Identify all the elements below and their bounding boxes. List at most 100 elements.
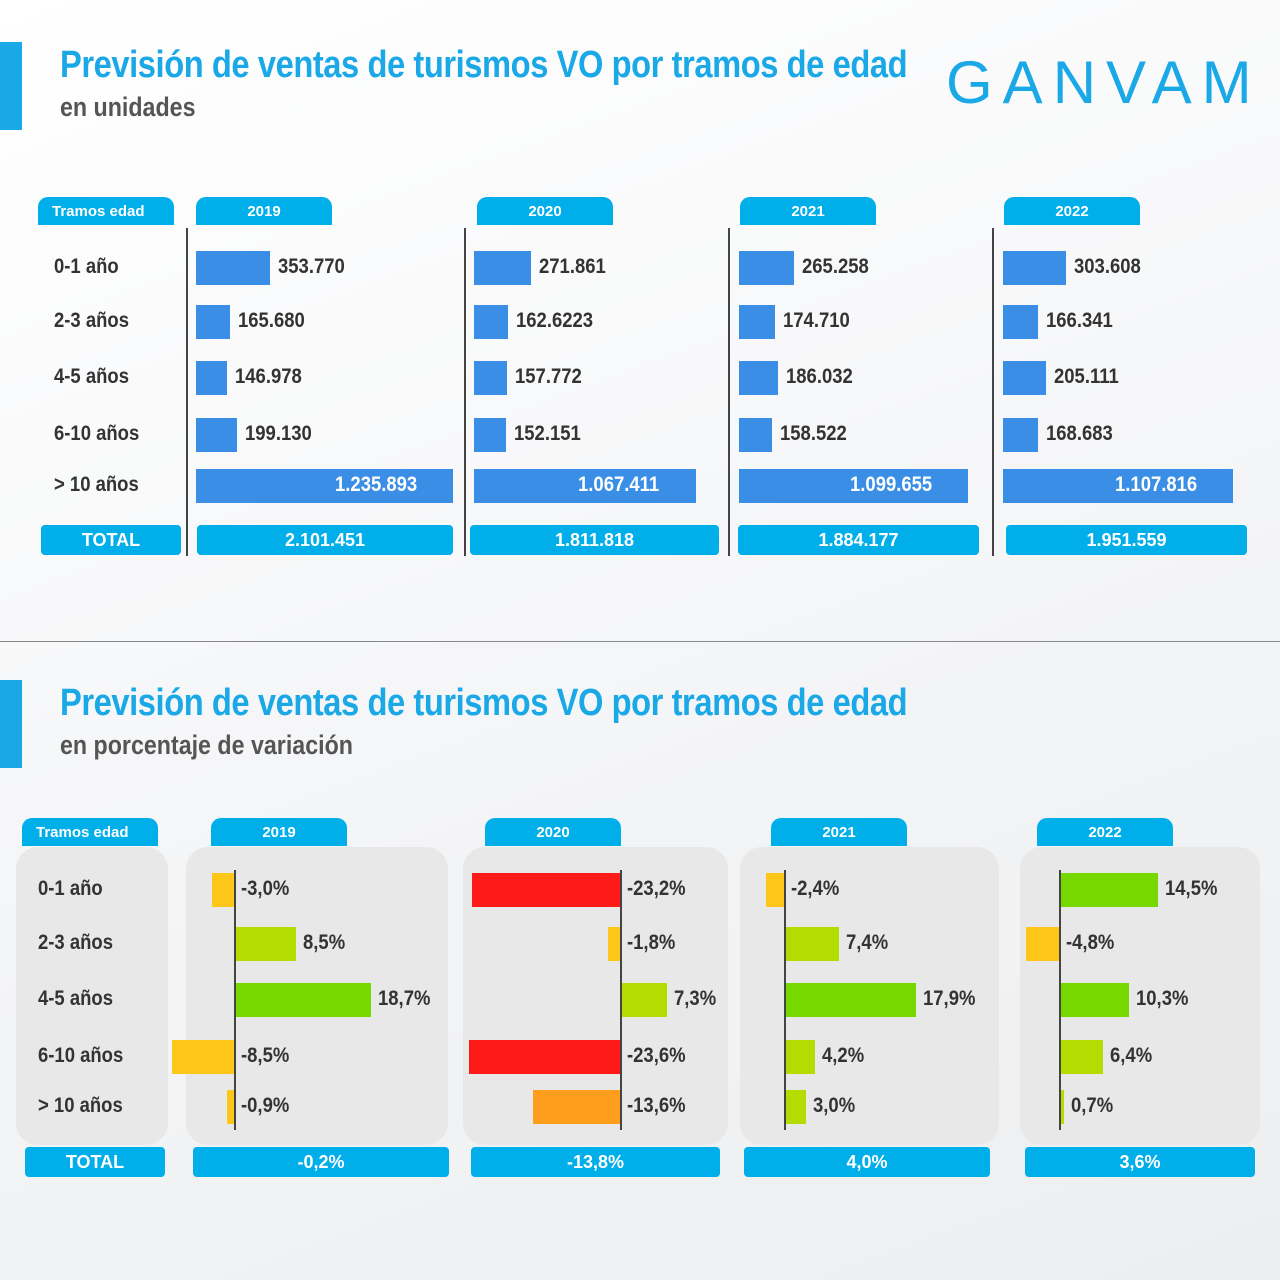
bar-2021-row-3 [739,418,772,452]
bar-2021-row-0 [766,873,784,907]
zero-axis-2019 [234,870,236,1130]
value-label: 3,0% [813,1094,856,1117]
value-label: 152.151 [513,422,581,445]
value-label: 271.861 [538,255,606,278]
value-label: 7,3% [673,987,716,1010]
bar-2021-row-2 [739,361,778,395]
value-label: 186.032 [785,365,853,388]
zero-axis-2022 [1059,870,1061,1130]
value-label: 165.680 [238,309,306,332]
value-label: 157.772 [514,365,582,388]
year-header-2019: 2019 [196,197,332,225]
column-divider [728,228,730,556]
bar-2022-row-0 [1059,873,1158,907]
bar-2021-row-4 [739,469,968,503]
bar-2019-row-1 [196,305,231,339]
labels-panel [16,847,168,1145]
bar-2020-row-3 [474,418,506,452]
bottom-title: Previsión de ventas de turismos VO por t… [60,682,908,724]
total-2022: 3,6% [1025,1147,1255,1177]
bar-2019-row-3 [171,1040,234,1074]
row-label: 0-1 año [38,877,103,900]
total-2020: 1.811.818 [470,525,719,555]
value-label: 1.107.816 [1115,473,1198,496]
year-header-2020: 2020 [477,197,613,225]
year-header-2022: 2022 [1004,197,1140,225]
top-title: Previsión de ventas de turismos VO por t… [60,44,908,86]
bottom-subtitle: en porcentaje de variación [60,730,353,760]
header-tramos-edad: Tramos edad [22,818,158,846]
year-header-2022: 2022 [1037,818,1173,846]
value-label: 1.099.655 [849,473,932,496]
bar-2020-row-4 [532,1090,620,1124]
value-label: -8,5% [241,1044,290,1067]
total-2020: -13,8% [471,1147,720,1177]
row-label: 4-5 años [54,365,129,388]
bar-2020-row-2 [474,361,507,395]
bar-2021-row-1 [784,927,839,961]
bar-2020-row-1 [474,305,508,339]
bar-2022-row-1 [1026,927,1059,961]
bar-2020-row-3 [468,1040,620,1074]
zero-axis-2021 [784,870,786,1130]
value-label: 10,3% [1136,987,1189,1010]
value-label: 14,5% [1164,877,1217,900]
value-label: 168.683 [1046,422,1113,445]
bar-2021-row-2 [784,983,917,1017]
bar-2022-row-2 [1059,983,1130,1017]
bar-2022-row-4 [1003,469,1234,503]
value-label: 162.6223 [515,309,593,332]
value-label: 4,2% [822,1044,865,1067]
bar-2021-row-4 [784,1090,807,1124]
year-header-2021: 2021 [771,818,907,846]
bar-2022-row-4 [1059,1090,1064,1124]
top-subtitle: en unidades [60,92,196,122]
bar-2020-row-0 [471,873,620,907]
value-label: -0,9% [241,1094,290,1117]
bar-2019-row-4 [196,469,453,503]
bar-2019-row-2 [196,361,227,395]
total-2019: 2.101.451 [197,525,453,555]
bar-2020-row-0 [474,251,531,285]
value-label: 353.770 [277,255,345,278]
value-label: 18,7% [378,987,431,1010]
total-2022: 1.951.559 [1006,525,1247,555]
bar-2022-row-1 [1003,305,1038,339]
ganvam-logo: GANVAM [946,49,1262,116]
column-divider [464,228,466,556]
bar-2022-row-3 [1059,1040,1103,1074]
value-label: -3,0% [241,877,290,900]
bar-2021-row-1 [739,305,776,339]
bar-2019-row-0 [196,251,270,285]
year-header-2021: 2021 [740,197,876,225]
row-label: 4-5 años [38,987,113,1010]
bar-2019-row-2 [234,983,372,1017]
bar-2022-row-2 [1003,361,1046,395]
value-label: 17,9% [923,987,976,1010]
value-label: 6,4% [1109,1044,1152,1067]
value-label: -13,6% [627,1094,686,1117]
total-label: TOTAL [25,1147,165,1177]
value-label: -23,2% [627,877,686,900]
value-label: 0,7% [1071,1094,1114,1117]
value-label: 146.978 [234,365,302,388]
value-label: 1.235.893 [335,473,418,496]
value-label: 8,5% [303,931,346,954]
header-tramos-edad: Tramos edad [38,197,174,225]
value-label: 303.608 [1074,255,1141,278]
row-label: 2-3 años [38,931,113,954]
row-label: 2-3 años [54,309,129,332]
row-label: 0-1 año [54,255,119,278]
bar-2020-row-1 [608,927,620,961]
zero-axis-2020 [620,870,622,1130]
total-2021: 1.884.177 [738,525,979,555]
value-label: 174.710 [783,309,851,332]
value-label: 199.130 [245,422,313,445]
bar-2019-row-3 [196,418,238,452]
total-label: TOTAL [41,525,181,555]
bar-2022-row-3 [1003,418,1039,452]
total-2021: 4,0% [744,1147,990,1177]
year-header-2019: 2019 [211,818,347,846]
column-divider [186,228,188,556]
bar-2019-row-0 [212,873,234,907]
